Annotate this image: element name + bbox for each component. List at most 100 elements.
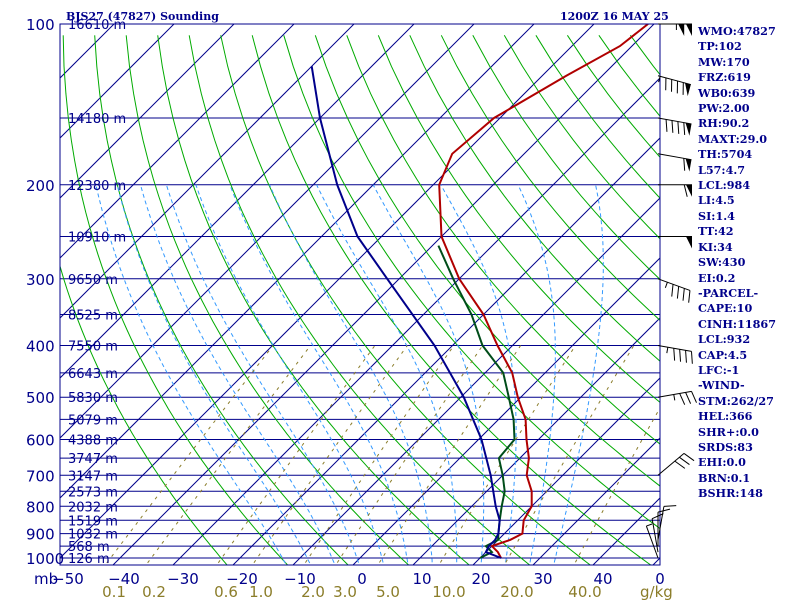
index-item: CAP:4.5 <box>698 347 748 362</box>
parcel-trace <box>310 66 502 559</box>
temperature-tick-label: 0 <box>655 570 665 588</box>
wind-barb <box>657 505 677 541</box>
mixing-ratio-tick-label: 0.2 <box>142 583 166 600</box>
temperature-trace <box>438 24 649 559</box>
index-item: TH:5704 <box>698 147 753 162</box>
pressure-tick-label: 400 <box>26 338 55 356</box>
index-item: FRZ:619 <box>698 70 751 85</box>
height-label: 1032 m <box>68 528 118 543</box>
pressure-tick-label: 200 <box>26 177 55 195</box>
wind-barb <box>657 278 691 303</box>
dry-adiabat <box>251 35 652 565</box>
wind-barb <box>657 117 692 136</box>
index-item: L57:4.7 <box>698 162 746 177</box>
wind-barb <box>645 523 659 559</box>
temperature-tick-label: 0 <box>357 570 367 588</box>
pressure-tick-label: 1000 <box>26 550 64 568</box>
isotherm-line <box>112 24 655 565</box>
mixing-ratio-tick-label: 40.0 <box>568 583 601 600</box>
index-item: MW:170 <box>698 54 750 69</box>
mixing-ratio-tick-label: 1.0 <box>249 583 273 600</box>
index-item: BSHR:148 <box>698 486 763 501</box>
height-label: 16610 m <box>68 18 126 33</box>
pressure-tick-label: 900 <box>26 526 55 544</box>
mixing-ratio-tick-label: 0.6 <box>214 583 238 600</box>
moist-adiabat <box>316 184 458 565</box>
index-item: WB0:639 <box>698 85 756 100</box>
temperature-tick-label: 40 <box>593 570 612 588</box>
isotherm-line <box>472 377 660 565</box>
height-label: 6643 m <box>68 367 118 382</box>
height-label: 2573 m <box>68 485 118 500</box>
height-label: 126 m <box>68 552 110 567</box>
mixing-ratio-unit-label: g/kg <box>640 583 673 600</box>
index-item: HEL:366 <box>698 409 753 424</box>
temperature-tick-label: −50 <box>52 570 84 588</box>
sounding-time: 1200Z 16 MAY 25 <box>560 10 669 23</box>
wind-barb <box>658 23 692 36</box>
mixing-ratio-line <box>377 345 522 565</box>
index-item: LCL:932 <box>698 332 751 347</box>
temperature-tick-label: 20 <box>471 570 490 588</box>
wind-barb <box>657 153 692 172</box>
height-label: 4388 m <box>68 434 118 449</box>
index-item: SW:430 <box>698 255 746 270</box>
moist-adiabat <box>195 184 385 565</box>
height-label: 5830 m <box>68 391 118 406</box>
grid-lines <box>0 0 660 569</box>
isotherm-line <box>232 137 660 565</box>
isotherm-line <box>60 24 475 439</box>
dry-adiabat <box>157 35 470 565</box>
dry-adiabat <box>60 264 228 565</box>
isotherm-line <box>532 437 660 565</box>
pressure-tick-label: 800 <box>26 498 55 516</box>
dry-adiabat <box>125 35 410 565</box>
index-item: SHR+:0.0 <box>698 424 759 439</box>
wind-barb <box>658 184 692 197</box>
dry-adiabat <box>314 35 660 487</box>
height-label: 5079 m <box>68 413 118 428</box>
mixing-ratio-line <box>251 345 408 565</box>
index-item: TT:42 <box>698 224 734 239</box>
moist-adiabat <box>553 184 604 565</box>
temperature-tick-label: −40 <box>108 570 140 588</box>
isotherm-line <box>60 24 535 499</box>
mixing-ratio-tick-label: 10.0 <box>432 583 465 600</box>
mixing-ratio-tick-label: 3.0 <box>333 583 357 600</box>
indices-panel: WMO:47827 TP:102 MW:170 FRZ:619 WB0:639 PW:2.… <box>698 24 798 502</box>
dry-adiabat <box>377 35 660 404</box>
dry-adiabat <box>346 35 660 445</box>
dry-adiabat <box>409 35 660 362</box>
index-item: SI:1.4 <box>698 208 735 223</box>
pressure-tick-label: 300 <box>26 271 55 289</box>
isotherm-line <box>412 317 660 565</box>
index-item: RH:90.2 <box>698 116 750 131</box>
moist-adiabat <box>95 184 287 565</box>
wind-barb <box>657 508 671 547</box>
isotherm-line <box>60 24 235 199</box>
index-item: CAPE:10 <box>698 301 753 316</box>
dewpoint-trace <box>437 245 516 559</box>
wind-barb <box>657 345 693 364</box>
height-label: 3147 m <box>68 469 118 484</box>
temperature-tick-label: 30 <box>533 570 552 588</box>
moist-adiabat <box>517 184 556 565</box>
index-item: -PARCEL- <box>698 285 759 300</box>
mixing-ratio-tick-label: 2.0 <box>301 583 325 600</box>
temperature-tick-label: −20 <box>226 570 258 588</box>
dry-adiabat <box>472 35 660 281</box>
wind-barb <box>657 390 697 405</box>
height-label: 10910 m <box>68 230 126 245</box>
height-label: 12380 m <box>68 179 126 194</box>
mixing-ratio-tick-label: 5.0 <box>376 583 400 600</box>
wind-barb <box>651 513 664 553</box>
mixing-ratio-line <box>216 345 376 565</box>
isotherm-line <box>0 0 18 569</box>
height-label: 2032 m <box>68 500 118 515</box>
index-item: EHI:0.0 <box>698 455 746 470</box>
mixing-ratio-tick-label: 20.0 <box>500 583 533 600</box>
height-label: 568 m <box>68 540 110 555</box>
index-item: STM:262/27 <box>698 393 774 408</box>
